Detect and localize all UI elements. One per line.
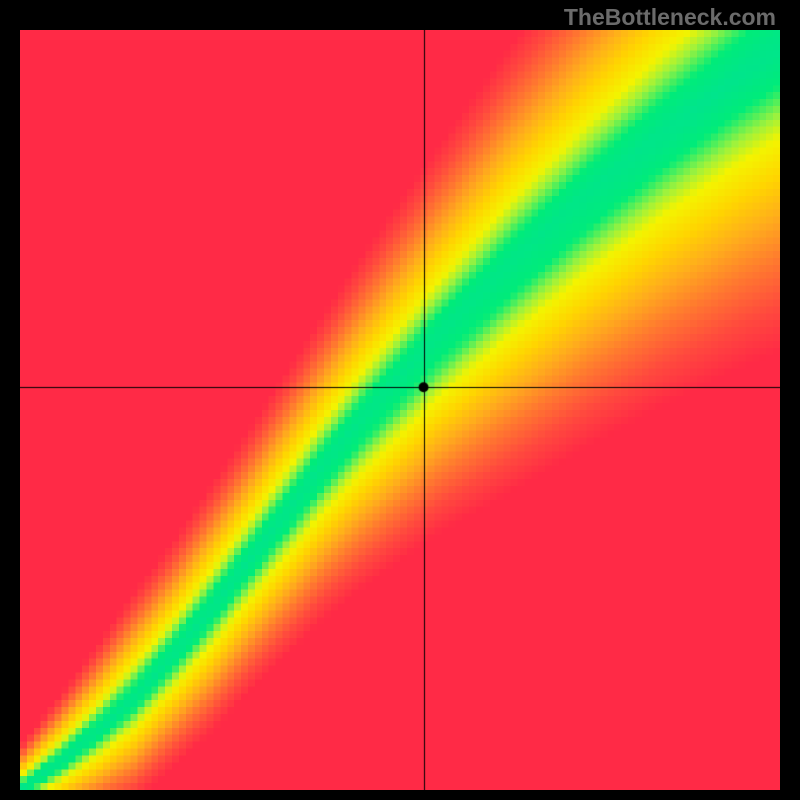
- chart-container: TheBottleneck.com: [0, 0, 800, 800]
- crosshair-overlay: [20, 30, 780, 790]
- watermark-text: TheBottleneck.com: [564, 4, 776, 31]
